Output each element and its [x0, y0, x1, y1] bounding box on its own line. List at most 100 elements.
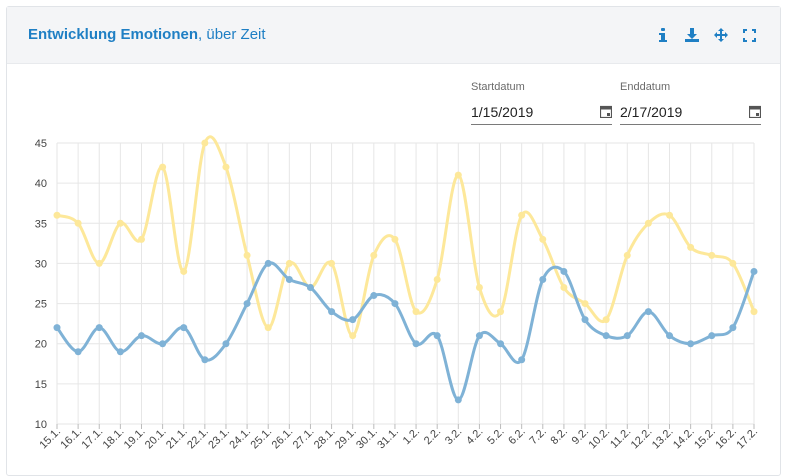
- data-point[interactable]: [623, 332, 631, 340]
- data-point[interactable]: [539, 275, 547, 283]
- x-tick-label: 6.2.: [506, 426, 527, 447]
- data-point[interactable]: [497, 340, 505, 348]
- data-point[interactable]: [412, 308, 420, 316]
- chart-series: [53, 135, 758, 404]
- data-point[interactable]: [285, 259, 293, 267]
- x-tick-label: 28.1.: [312, 426, 338, 452]
- data-point[interactable]: [644, 219, 652, 227]
- data-point[interactable]: [602, 332, 610, 340]
- data-point[interactable]: [391, 235, 399, 243]
- x-tick-label: 19.1.: [122, 426, 148, 452]
- data-point[interactable]: [475, 332, 483, 340]
- move-icon[interactable]: [712, 25, 729, 45]
- x-tick-label: 24.1.: [227, 426, 253, 452]
- data-point[interactable]: [454, 396, 462, 404]
- series-line-1: [55, 261, 756, 402]
- x-tick-label: 30.1.: [354, 426, 380, 452]
- data-point[interactable]: [560, 284, 568, 292]
- data-point[interactable]: [623, 251, 631, 259]
- x-tick-label: 31.1.: [375, 426, 401, 452]
- y-tick-label: 20: [35, 339, 47, 351]
- x-tick-label: 13.2.: [650, 426, 676, 452]
- data-point[interactable]: [159, 340, 167, 348]
- data-point[interactable]: [560, 267, 568, 275]
- data-point[interactable]: [708, 332, 716, 340]
- data-point[interactable]: [201, 356, 209, 364]
- data-point[interactable]: [433, 275, 441, 283]
- data-point[interactable]: [518, 211, 526, 219]
- data-point[interactable]: [581, 316, 589, 324]
- data-point[interactable]: [180, 267, 188, 275]
- data-point[interactable]: [497, 308, 505, 316]
- data-point[interactable]: [328, 259, 336, 267]
- download-icon[interactable]: [683, 25, 700, 45]
- x-tick-label: 17.1.: [80, 426, 106, 452]
- data-point[interactable]: [666, 211, 674, 219]
- data-point[interactable]: [306, 284, 314, 292]
- y-tick-label: 10: [35, 419, 47, 431]
- start-date-field: Startdatum: [471, 81, 612, 125]
- data-point[interactable]: [137, 235, 145, 243]
- data-point[interactable]: [264, 259, 272, 267]
- data-point[interactable]: [708, 251, 716, 259]
- data-point[interactable]: [349, 316, 357, 324]
- calendar-icon[interactable]: [749, 105, 761, 118]
- data-point[interactable]: [53, 324, 61, 332]
- data-point[interactable]: [518, 356, 526, 364]
- y-tick-label: 30: [35, 258, 47, 270]
- data-point[interactable]: [159, 163, 167, 171]
- chart-grid: [56, 142, 755, 425]
- data-point[interactable]: [74, 348, 82, 356]
- data-point[interactable]: [137, 332, 145, 340]
- data-point[interactable]: [391, 300, 399, 308]
- data-point[interactable]: [95, 324, 103, 332]
- data-point[interactable]: [328, 308, 336, 316]
- data-point[interactable]: [201, 139, 209, 147]
- data-point[interactable]: [349, 332, 357, 340]
- data-point[interactable]: [243, 251, 251, 259]
- data-point[interactable]: [243, 300, 251, 308]
- x-tick-label: 3.2.: [443, 426, 464, 447]
- x-tick-label: 23.1.: [206, 426, 232, 452]
- end-date-field: Enddatum: [620, 81, 761, 125]
- data-point[interactable]: [687, 340, 695, 348]
- data-point[interactable]: [687, 243, 695, 251]
- data-point[interactable]: [370, 292, 378, 300]
- data-point[interactable]: [729, 324, 737, 332]
- x-tick-label: 29.1.: [333, 426, 359, 452]
- data-point[interactable]: [95, 259, 103, 267]
- data-point[interactable]: [729, 259, 737, 267]
- x-tick-label: 1.2.: [401, 426, 422, 447]
- y-tick-label: 40: [35, 178, 47, 190]
- end-date-input[interactable]: [620, 100, 761, 125]
- data-point[interactable]: [285, 275, 293, 283]
- data-point[interactable]: [644, 308, 652, 316]
- data-point[interactable]: [180, 324, 188, 332]
- data-point[interactable]: [433, 332, 441, 340]
- data-point[interactable]: [666, 332, 674, 340]
- data-point[interactable]: [116, 348, 124, 356]
- data-point[interactable]: [222, 340, 230, 348]
- info-icon[interactable]: [654, 25, 671, 45]
- start-date-label: Startdatum: [471, 81, 525, 93]
- data-point[interactable]: [581, 300, 589, 308]
- data-point[interactable]: [264, 324, 272, 332]
- data-point[interactable]: [53, 211, 61, 219]
- fullscreen-icon[interactable]: [741, 25, 758, 45]
- start-date-input[interactable]: [471, 100, 612, 125]
- data-point[interactable]: [454, 171, 462, 179]
- data-point[interactable]: [475, 284, 483, 292]
- data-point[interactable]: [412, 340, 420, 348]
- x-tick-label: 20.1.: [143, 426, 169, 452]
- data-point[interactable]: [116, 219, 124, 227]
- calendar-icon[interactable]: [600, 105, 612, 118]
- data-point[interactable]: [750, 308, 758, 316]
- data-point[interactable]: [539, 235, 547, 243]
- data-point[interactable]: [750, 267, 758, 275]
- data-point[interactable]: [222, 163, 230, 171]
- x-tick-label: 8.2.: [549, 426, 570, 447]
- x-tick-label: 21.1.: [164, 426, 190, 452]
- data-point[interactable]: [602, 316, 610, 324]
- data-point[interactable]: [370, 251, 378, 259]
- data-point[interactable]: [74, 219, 82, 227]
